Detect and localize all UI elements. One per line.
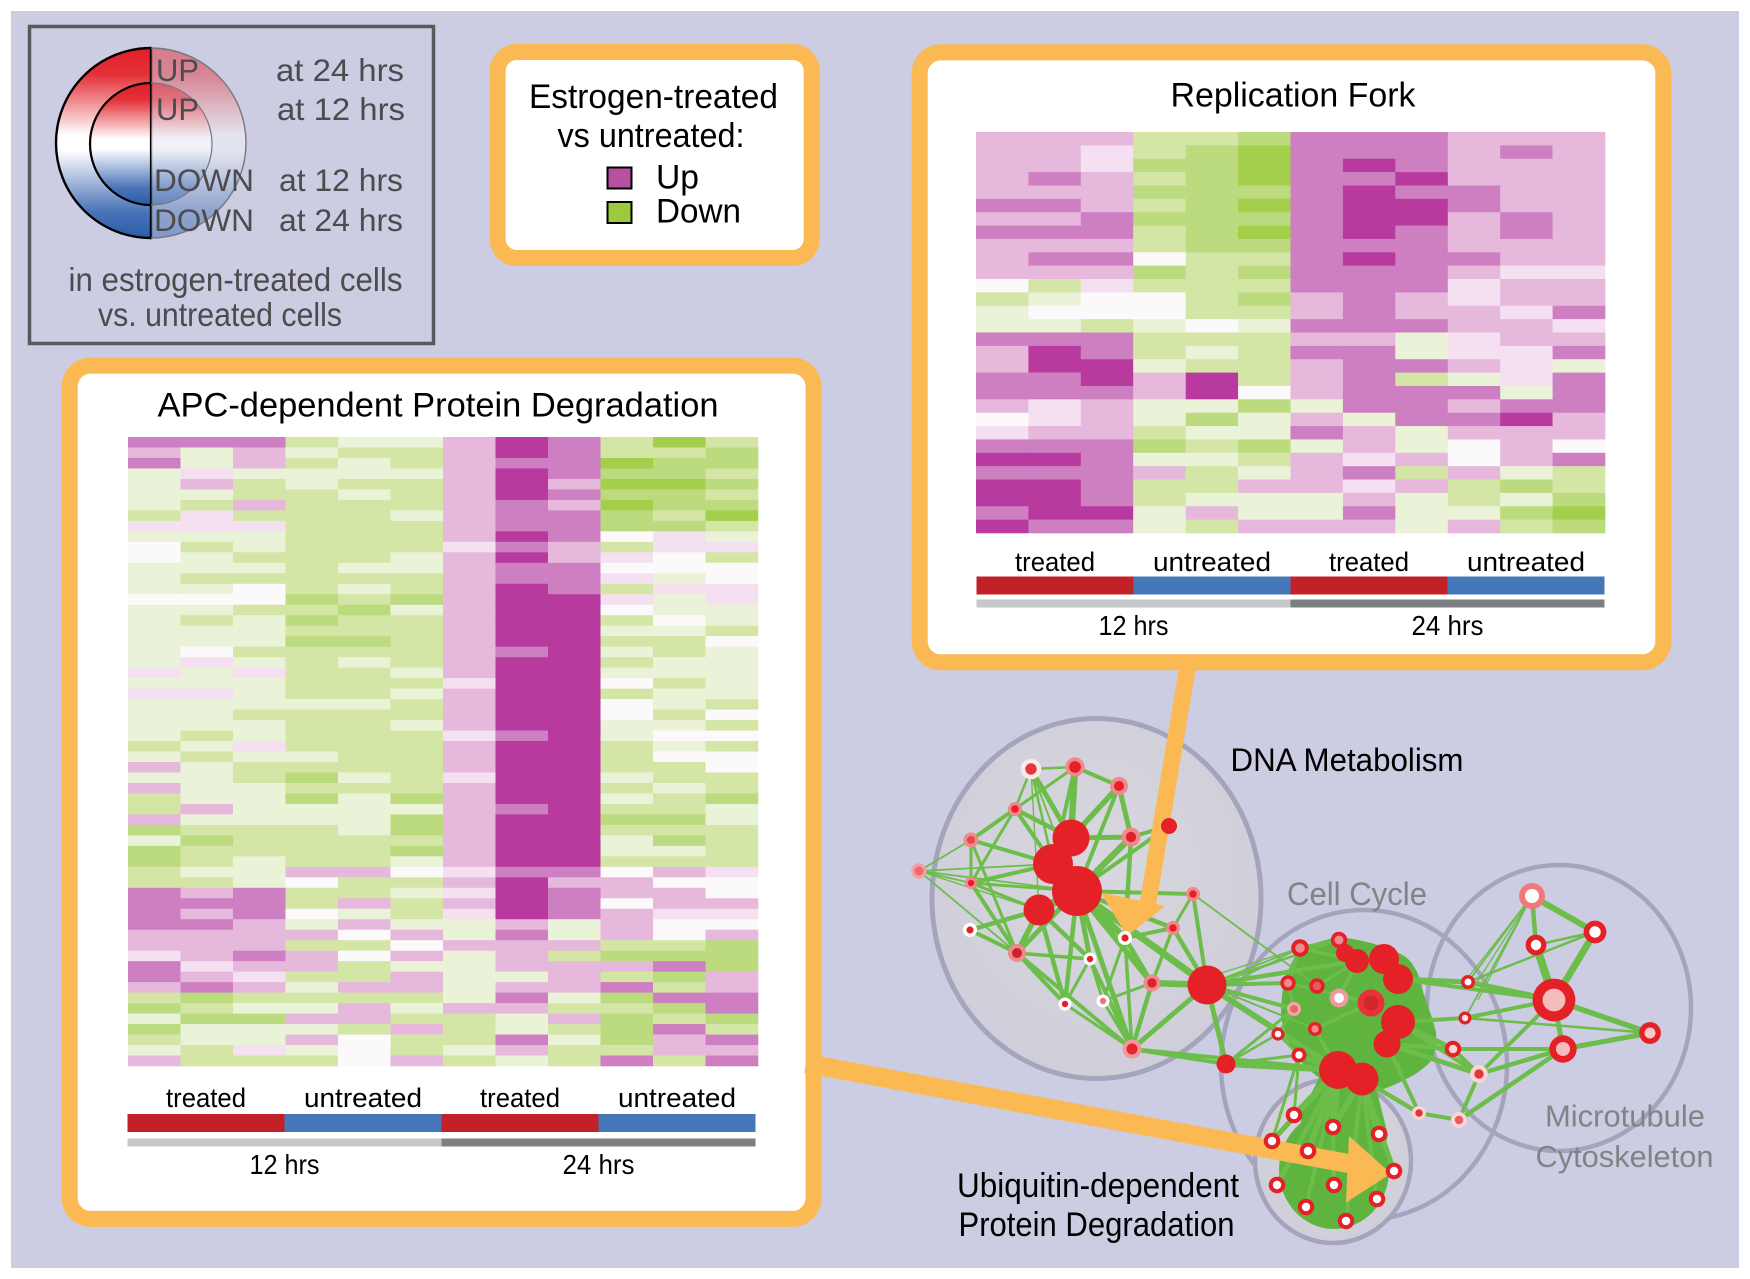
svg-text:Replication Fork: Replication Fork [1171, 77, 1417, 115]
svg-text:Cytoskeleton: Cytoskeleton [1536, 1139, 1714, 1174]
svg-text:DOWN: DOWN [154, 162, 254, 198]
svg-text:untreated: untreated [618, 1083, 736, 1113]
svg-text:at 12 hrs: at 12 hrs [277, 91, 405, 127]
svg-text:12 hrs: 12 hrs [1099, 610, 1169, 641]
svg-text:at 12 hrs: at 12 hrs [279, 162, 403, 198]
svg-text:APC-dependent Protein Degradat: APC-dependent Protein Degradation [158, 387, 719, 425]
svg-text:vs. untreated cells: vs. untreated cells [98, 296, 342, 333]
svg-text:at 24 hrs: at 24 hrs [276, 52, 404, 88]
svg-text:vs untreated:: vs untreated: [558, 117, 745, 155]
svg-text:in estrogen-treated cells: in estrogen-treated cells [69, 261, 403, 298]
svg-text:24 hrs: 24 hrs [1412, 610, 1484, 641]
svg-text:treated: treated [480, 1083, 560, 1113]
svg-text:DOWN: DOWN [154, 202, 254, 238]
svg-text:24 hrs: 24 hrs [563, 1149, 635, 1180]
svg-text:Microtubule: Microtubule [1545, 1099, 1705, 1134]
svg-text:Protein Degradation: Protein Degradation [959, 1206, 1235, 1244]
svg-text:12 hrs: 12 hrs [250, 1149, 320, 1180]
svg-text:treated: treated [1015, 547, 1095, 577]
svg-text:Up: Up [656, 159, 699, 197]
svg-text:Estrogen-treated: Estrogen-treated [529, 78, 778, 116]
svg-text:untreated: untreated [1467, 547, 1585, 577]
svg-text:at 24 hrs: at 24 hrs [279, 202, 403, 238]
svg-text:Cell Cycle: Cell Cycle [1287, 876, 1427, 912]
svg-text:Down: Down [656, 193, 741, 231]
svg-text:untreated: untreated [1153, 547, 1271, 577]
svg-text:UP: UP [156, 91, 199, 127]
svg-text:DNA Metabolism: DNA Metabolism [1231, 742, 1464, 778]
svg-text:treated: treated [166, 1083, 246, 1113]
svg-text:Ubiquitin-dependent: Ubiquitin-dependent [957, 1167, 1240, 1205]
svg-text:untreated: untreated [304, 1083, 422, 1113]
svg-text:treated: treated [1329, 547, 1409, 577]
svg-text:UP: UP [156, 52, 199, 88]
